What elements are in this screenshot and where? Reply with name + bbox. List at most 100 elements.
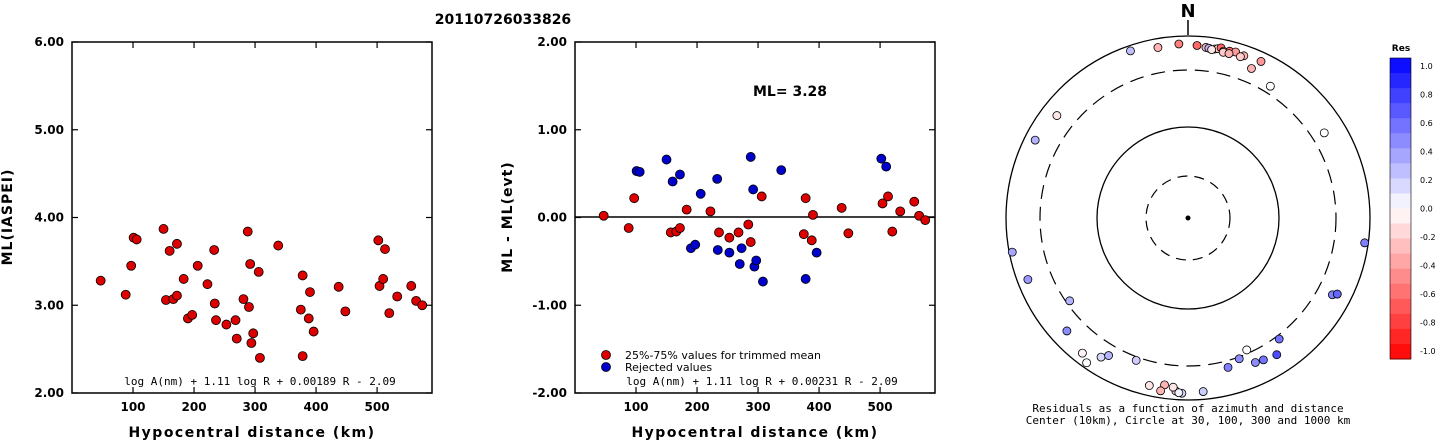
data-point	[308, 326, 319, 337]
data-point	[675, 223, 685, 233]
data-point	[705, 206, 716, 217]
colorbar-cells	[1389, 57, 1412, 360]
colorbar-cell	[1390, 148, 1411, 164]
station-residual-point	[1153, 43, 1163, 52]
colorbar-cell	[1390, 283, 1411, 300]
data-point	[295, 304, 306, 315]
data-point	[800, 193, 811, 204]
data-point	[734, 259, 745, 269]
data-point	[120, 289, 131, 300]
north-label: N	[1180, 1, 1195, 22]
station-residual-point	[1144, 381, 1154, 390]
data-point	[221, 319, 232, 330]
data-point	[712, 173, 723, 184]
colorbar-frame	[1389, 57, 1412, 360]
data-point	[187, 310, 198, 320]
station-residual-point	[1360, 238, 1370, 248]
ring-300km	[1039, 69, 1337, 367]
epicenter-dot	[1185, 215, 1191, 221]
data-point	[244, 302, 254, 312]
data-point	[681, 204, 692, 215]
data-point	[178, 274, 189, 284]
data-point	[246, 338, 257, 348]
x-tick-label: 100	[623, 400, 648, 414]
data-point	[209, 245, 220, 255]
data-point	[876, 153, 887, 164]
station-residual-point	[1062, 326, 1072, 336]
station-residual-point	[1104, 351, 1113, 360]
legend-marker-rejected	[601, 362, 611, 372]
y-tick-label: 6.00	[34, 35, 64, 49]
data-point	[667, 176, 678, 187]
data-point	[211, 315, 221, 326]
x-tick-label: 400	[304, 400, 329, 414]
data-point	[242, 226, 253, 237]
y-tick-label: 2.00	[34, 386, 64, 400]
colorbar-cell	[1390, 223, 1411, 240]
data-point	[724, 247, 735, 258]
y-tick-label: 1.00	[537, 123, 567, 137]
data-point	[158, 224, 169, 234]
data-point	[748, 184, 759, 195]
station-residual-point	[1168, 382, 1178, 392]
plot2-x-axis-label: Hypocentral distance (km)	[631, 425, 878, 441]
data-point	[248, 328, 259, 339]
residual-colorbar: Res 1.0 0.8 0.6 0.4 0.2 0.0 -0.2 -0.4 -0.6 -0.8 -1…	[1389, 44, 1436, 360]
data-point	[255, 352, 265, 363]
data-point	[883, 191, 893, 202]
colorbar-label: 1.0	[1420, 62, 1433, 71]
plot2-y-axis-label: ML - ML(evt)	[500, 161, 516, 272]
ring-30km	[1145, 175, 1231, 261]
colorbar-cell	[1390, 268, 1411, 285]
data-point	[253, 267, 264, 277]
plot1-x-axis-label: Hypocentral distance (km)	[128, 425, 375, 441]
colorbar-labels: 1.0 0.8 0.6 0.4 0.2 0.0 -0.2 -0.4 -0.6 -0.8 -1.0	[1420, 62, 1436, 356]
data-point	[724, 232, 735, 243]
colorbar-cell	[1390, 238, 1411, 255]
ring-100km	[1096, 126, 1280, 310]
data-point	[231, 333, 242, 344]
legend-label-trimmed: 25%-75% values for trimmed mean	[625, 349, 821, 362]
data-point	[690, 239, 701, 250]
plot2-formula: log A(nm) + 1.11 log R + 0.00231 R - 2.0…	[626, 375, 898, 388]
data-point	[806, 235, 817, 246]
data-point	[384, 308, 395, 319]
colorbar-cell	[1390, 58, 1411, 74]
colorbar-cell	[1390, 133, 1411, 149]
colorbar-cell	[1390, 208, 1411, 225]
x-tick-label: 200	[182, 400, 207, 414]
data-point	[340, 306, 351, 317]
data-point	[273, 240, 284, 251]
data-point	[623, 223, 634, 233]
data-point	[126, 260, 137, 271]
data-point	[843, 228, 854, 239]
x-tick-label: 200	[685, 400, 710, 414]
data-point	[95, 275, 106, 286]
data-point	[230, 315, 241, 326]
data-point	[380, 244, 390, 254]
station-residual-point	[1332, 289, 1342, 299]
data-point	[172, 290, 182, 301]
station-residual-point	[1236, 52, 1245, 62]
data-point	[751, 255, 762, 266]
data-point	[909, 196, 920, 207]
station-residual-point	[1065, 296, 1075, 306]
colorbar-label: -0.8	[1420, 319, 1436, 328]
data-point	[172, 238, 182, 249]
polar-points	[1007, 39, 1370, 398]
ring-1000km	[1005, 35, 1371, 401]
station-residual-point	[1192, 41, 1202, 50]
colorbar-label: 0.4	[1420, 148, 1433, 157]
colorbar-label: -0.6	[1420, 290, 1436, 299]
plot1-formula: log A(nm) + 1.11 log R + 0.00189 R - 2.0…	[124, 375, 396, 388]
data-point	[881, 161, 892, 172]
colorbar-cell	[1390, 178, 1411, 194]
data-point	[392, 291, 403, 302]
azimuth-distance-polar-plot: N Residuals as a function of azimuth and…	[1005, 1, 1371, 427]
y-tick-label: 4.00	[34, 211, 64, 225]
x-tick-label: 100	[120, 400, 145, 414]
colorbar-label: 0.6	[1420, 119, 1433, 128]
plot1-y-axis-label: ML(IASPEI)	[0, 169, 16, 266]
data-point	[800, 274, 811, 284]
